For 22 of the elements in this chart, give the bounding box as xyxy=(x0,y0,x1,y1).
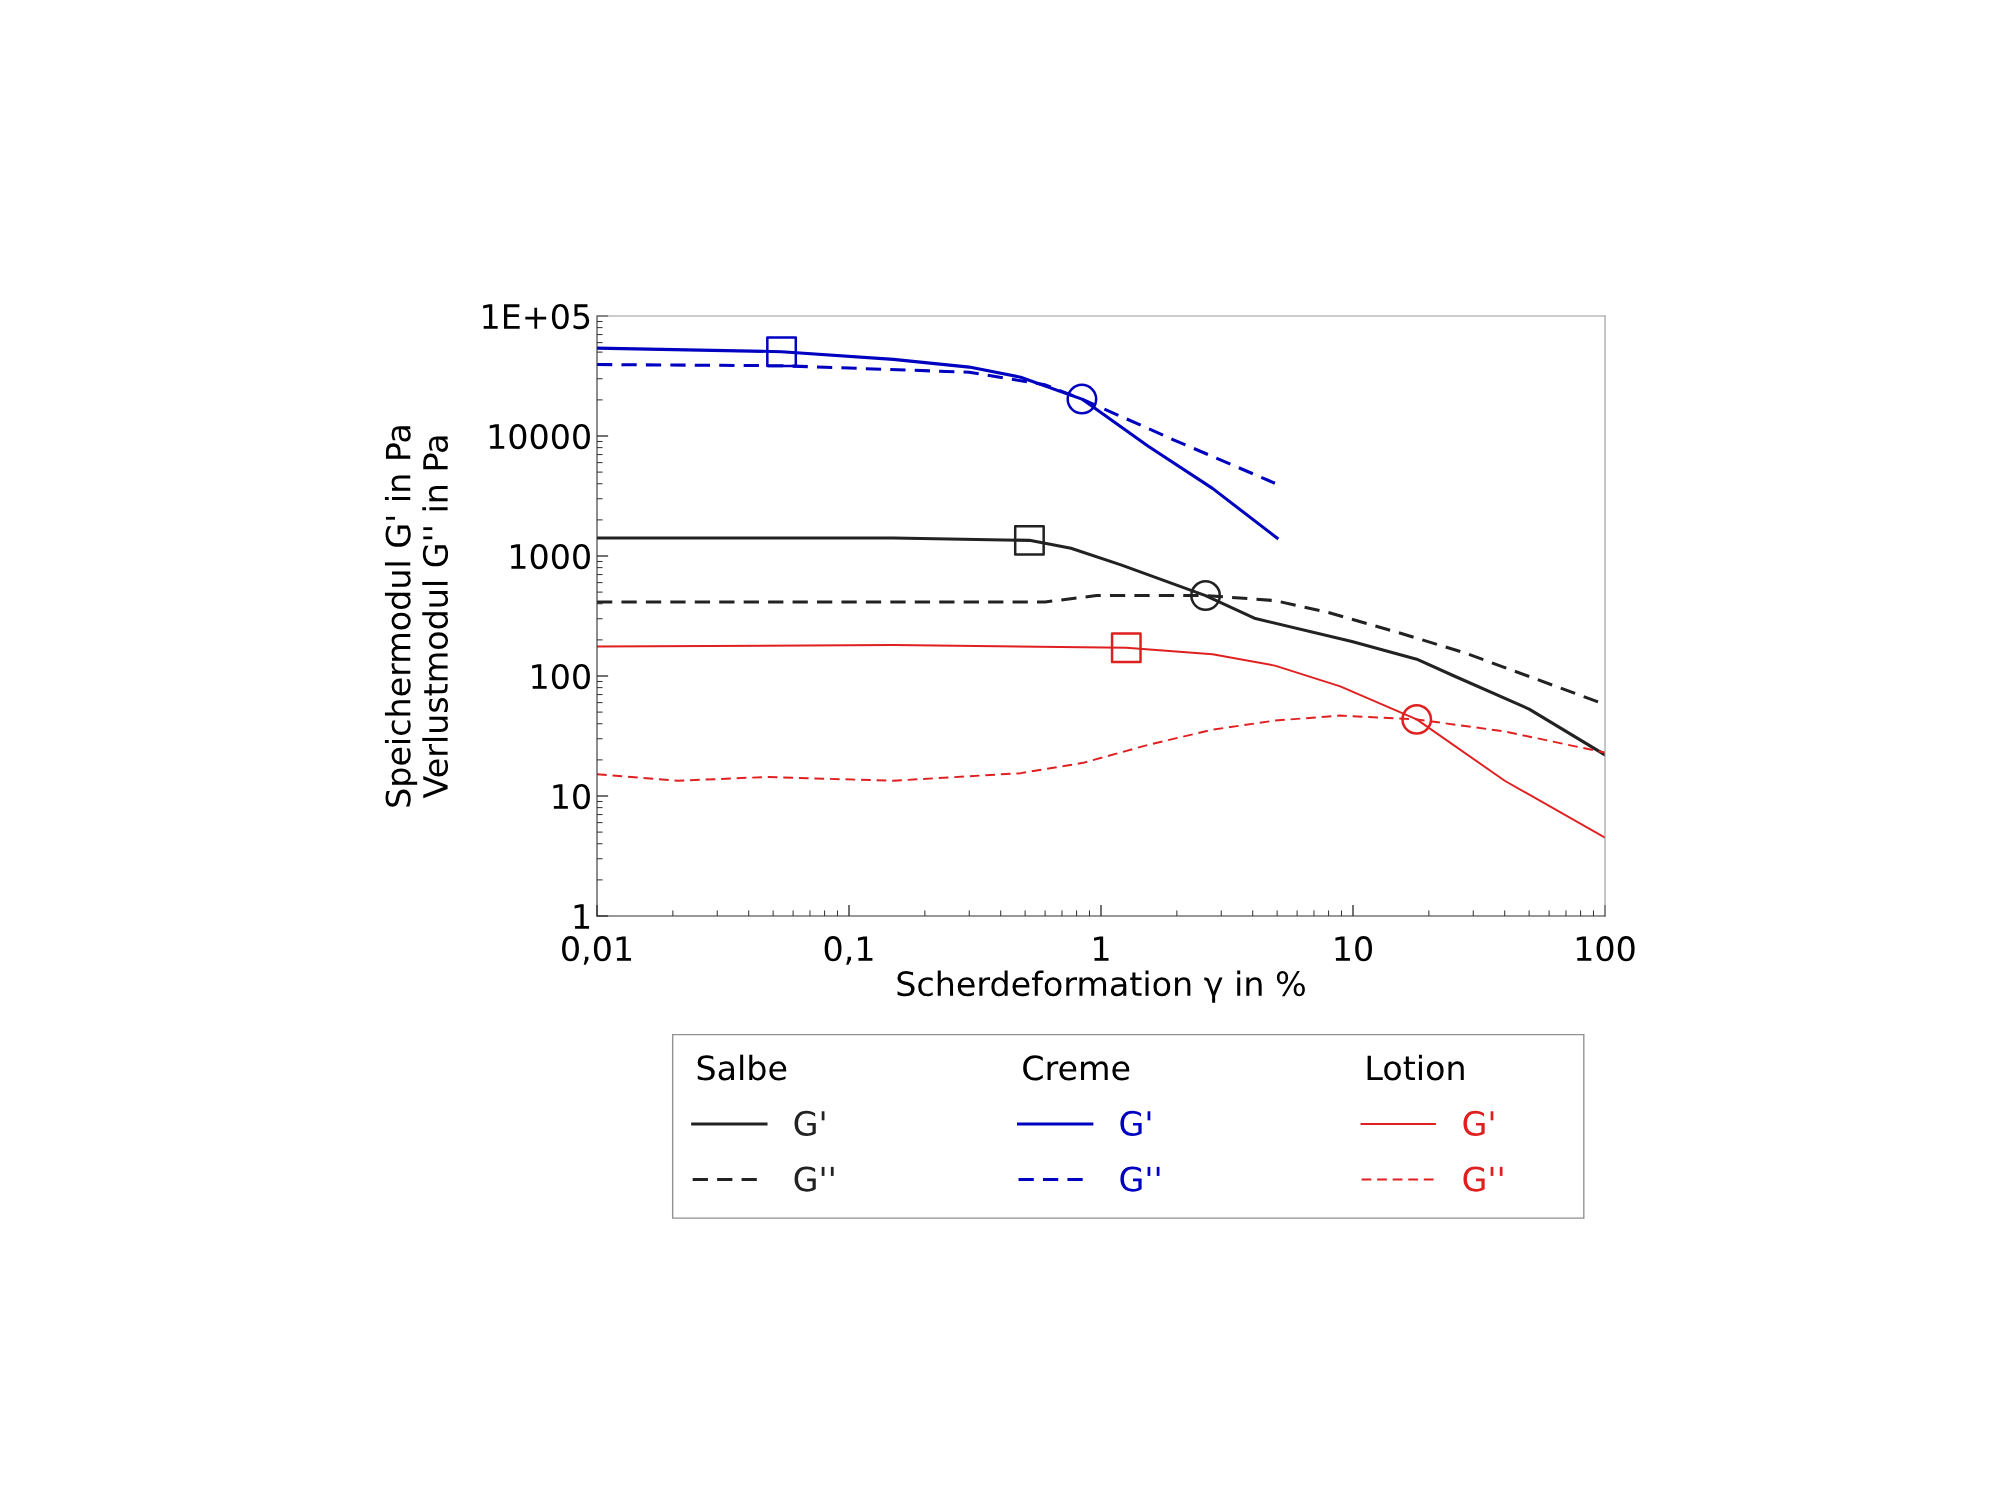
y-tick-label: 100 xyxy=(532,663,590,690)
text: Salbe xyxy=(697,1054,787,1081)
text: Creme xyxy=(1023,1055,1130,1081)
x-tick-label: 10 xyxy=(1335,936,1372,962)
legend-label: G'' xyxy=(1120,1166,1160,1192)
legend-label: G'' xyxy=(794,1166,834,1192)
legend-label: G'' xyxy=(1463,1166,1503,1192)
legend-label: G' xyxy=(794,1110,825,1137)
legend-label: G' xyxy=(1463,1110,1494,1137)
y-tick-label: 1000 xyxy=(510,543,590,570)
legend-label: G' xyxy=(1120,1110,1151,1137)
y-tick-label: 1 xyxy=(574,904,590,929)
x-tick-label: 1 xyxy=(1094,936,1109,961)
x-axis-title: Scherdeformation γ in % xyxy=(897,970,1305,1003)
x-tick-label: 0,1 xyxy=(824,936,873,965)
x-tick-label: 100 xyxy=(1576,936,1635,962)
text: Lotion xyxy=(1367,1054,1464,1081)
y-axis-title: Speichermodul G' in Pa Verlustmodul G'' in Pa xyxy=(384,426,449,807)
y-tick-label: 10 xyxy=(553,783,590,810)
x-tick-label: 0,01 xyxy=(562,936,632,965)
y-tick-label: 1E+05 xyxy=(483,303,590,330)
y-tick-label: 10000 xyxy=(489,423,590,450)
